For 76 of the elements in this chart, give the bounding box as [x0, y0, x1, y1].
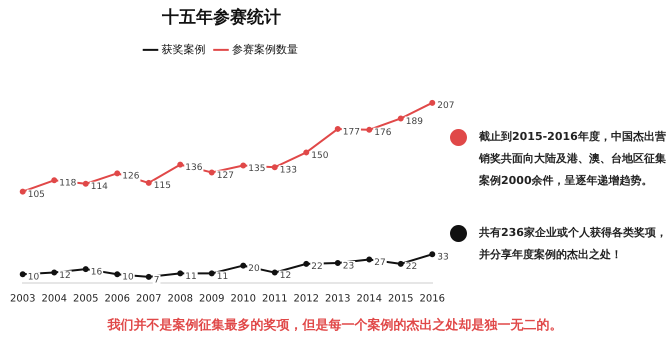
point: [429, 100, 436, 106]
x-tick-label: 2007: [136, 294, 162, 305]
x-tick-label: 2005: [73, 294, 98, 305]
point: [398, 115, 404, 122]
data-label: 207: [437, 101, 454, 112]
point: [177, 162, 184, 168]
x-tick-label: 2015: [388, 294, 414, 305]
data-label: 136: [185, 162, 203, 173]
data-label: 23: [342, 261, 354, 272]
point: [366, 256, 372, 262]
data-label: 22: [406, 262, 418, 272]
data-label: 114: [90, 182, 108, 192]
x-tick-label: 2013: [325, 294, 350, 305]
data-label: 177: [342, 127, 360, 138]
text: 共有236家企业或个人获得各类奖项，并分享年度案例的杰出之处！: [479, 225, 668, 263]
data-label: 16: [90, 267, 102, 278]
data-label: 133: [280, 166, 297, 176]
point: [240, 162, 246, 168]
x-tick-label: 2011: [262, 294, 288, 305]
point: [429, 251, 436, 258]
data-label: 11: [216, 272, 228, 282]
data-label: 10: [28, 272, 40, 283]
point: [51, 177, 58, 184]
x-tick-label: 2009: [199, 294, 224, 305]
data-label: 11: [185, 272, 197, 282]
chart-title: 十五年参赛统计: [161, 8, 281, 28]
legend-label: 获奖案例: [162, 42, 206, 56]
point: [114, 170, 120, 176]
text: 我们并不是案例征集最多的奖项，但是每一个案例的杰出之处却是独一无二的。: [106, 316, 564, 334]
point: [398, 260, 404, 267]
point: [240, 262, 246, 269]
data-label: 135: [248, 164, 266, 174]
data-label: 12: [280, 270, 292, 281]
point: [82, 266, 89, 272]
point: [177, 270, 184, 276]
point: [208, 169, 215, 176]
data-label: 127: [216, 170, 234, 181]
data-label: 118: [59, 178, 77, 189]
text: 截止到2015-2016年度，中国杰出营销奖共面向大陆及港、澳、台地区征集案例2000余件，呈逐年递增趋势。: [479, 129, 667, 189]
x-tick-label: 2006: [104, 294, 130, 305]
data-label: 27: [374, 258, 386, 268]
x-tick-label: 2003: [10, 294, 36, 305]
data-label: 189: [406, 116, 424, 127]
point: [146, 180, 152, 186]
data-label: 10: [122, 272, 134, 283]
data-label: 12: [59, 270, 71, 281]
point: [366, 126, 372, 133]
point: [114, 271, 120, 278]
data-label: 20: [248, 264, 260, 274]
data-label: 105: [28, 190, 45, 200]
x-tick-label: 2010: [230, 294, 256, 305]
point: [20, 271, 26, 278]
point: [272, 270, 278, 276]
data-label: 176: [374, 128, 392, 138]
x-tick-label: 2008: [168, 294, 193, 305]
point: [208, 270, 215, 276]
legend-label: 参赛案例数量: [232, 42, 298, 56]
data-label: 7: [154, 275, 160, 286]
point: [334, 126, 341, 132]
point: [82, 180, 89, 187]
x-tick-label: 2012: [294, 294, 319, 305]
x-tick-label: 2016: [420, 294, 445, 305]
data-label: 22: [311, 262, 323, 272]
point: [303, 260, 310, 267]
data-label: 115: [154, 181, 171, 192]
point: [20, 188, 26, 195]
point: [272, 164, 278, 170]
data-label: 126: [122, 172, 140, 182]
data-label: 150: [311, 150, 329, 161]
point: [51, 270, 58, 276]
x-tick-label: 2004: [42, 294, 67, 305]
point: [146, 274, 152, 280]
point: [303, 149, 310, 156]
x-tick-label: 2014: [356, 294, 382, 305]
point: [334, 260, 341, 266]
data-label: 33: [437, 252, 449, 263]
